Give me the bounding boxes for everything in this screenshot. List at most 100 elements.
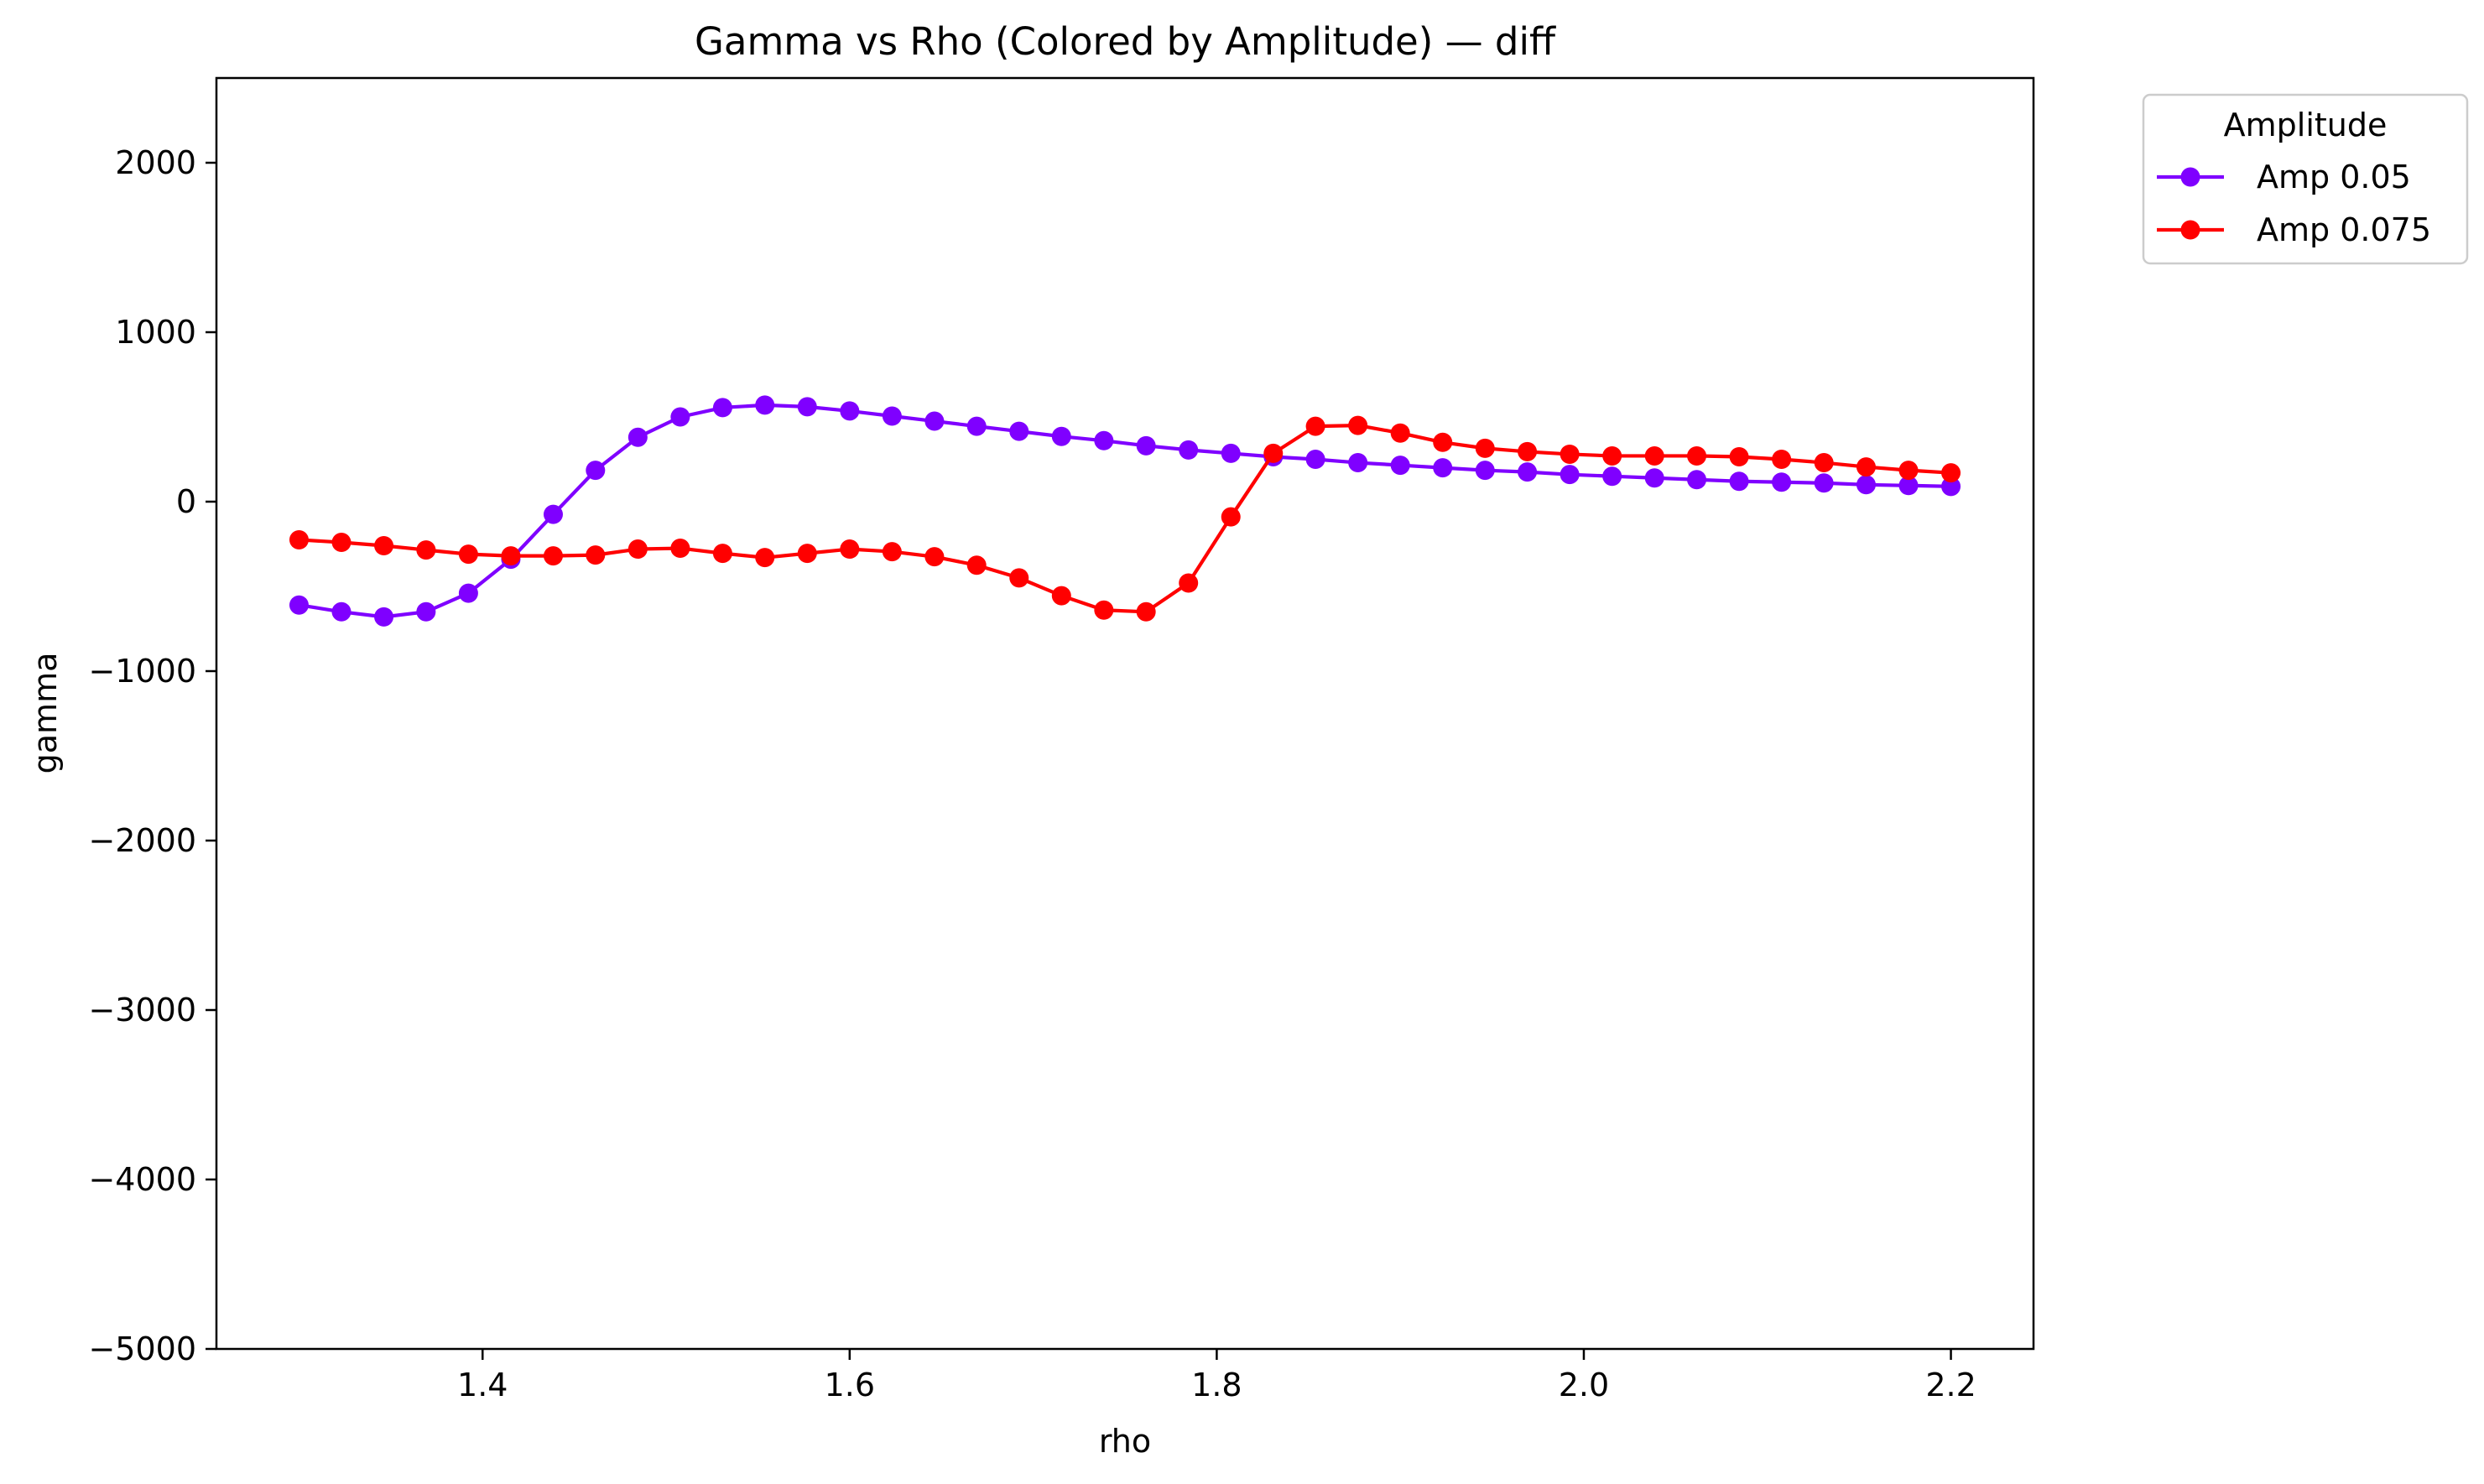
legend: Amplitude Amp 0.05 Amp 0.075 [2142,93,2469,265]
data-point [374,536,394,556]
legend-box [2142,93,2469,265]
y-tick-label: −4000 [88,1161,196,1198]
data-point [1602,445,1622,466]
data-point [1560,465,1580,485]
data-point [1221,507,1241,527]
data-point [966,555,987,575]
data-point [1898,476,1919,496]
data-point [1644,468,1664,488]
data-point [1560,444,1580,464]
data-point [712,544,732,564]
data-point [543,546,563,566]
data-point [670,407,690,427]
data-point [416,540,436,560]
y-tick-label: 1000 [115,314,196,351]
data-point [1433,458,1453,478]
data-point [1433,432,1453,452]
data-point [924,547,945,567]
data-point [289,595,309,615]
data-point [1009,421,1029,441]
data-point [1518,441,1538,461]
y-tick-label: −1000 [88,653,196,690]
data-point [1179,573,1199,593]
data-point [1263,443,1284,463]
data-point [1348,453,1368,473]
legend-label: Amp 0.075 [2257,211,2431,248]
data-point [1772,450,1792,469]
legend-marker [2180,220,2200,240]
data-point [543,504,563,524]
data-point [628,427,648,447]
data-point [1051,426,1071,446]
series-line [299,403,1951,619]
y-tick-label: 0 [176,483,196,520]
legend-label: Amp 0.05 [2257,159,2411,195]
x-axis: 1.4 1.6 1.8 2.0 2.2 [457,1349,1976,1403]
data-point [966,416,987,436]
data-point [458,583,478,603]
data-point [416,601,436,622]
data-point [289,529,309,549]
data-point [797,544,817,564]
data-point [331,532,352,552]
data-point [1305,416,1325,436]
series-amp-0-05 [289,395,1961,627]
legend-title: Amplitude [2224,107,2388,143]
data-point [1518,462,1538,482]
data-point [1094,430,1114,450]
axes-frame [215,76,2035,1351]
data-point [1009,568,1029,588]
data-point [1729,446,1749,466]
data-point [1941,476,1961,497]
data-point [1348,415,1368,435]
data-point [755,548,775,568]
data-point [670,539,690,559]
data-point [1390,423,1410,443]
data-point [458,544,478,565]
data-point [1475,438,1495,458]
data-point [1687,445,1707,466]
data-point [1898,461,1919,481]
data-point [331,601,352,622]
chart-title: Gamma vs Rho (Colored by Amplitude) — di… [695,19,1556,64]
data-point [1814,473,1834,493]
data-point [797,397,817,417]
data-point [924,411,945,431]
data-point [882,542,902,562]
data-point [755,395,775,415]
data-point [586,461,606,481]
plot-area [289,395,1961,627]
x-axis-label: rho [1099,1423,1151,1460]
data-point [1136,435,1156,456]
legend-entry: Amp 0.075 [2157,211,2431,248]
legend-entries: Amp 0.05 Amp 0.075 [2157,159,2431,248]
data-point [1094,600,1114,620]
legend-entry: Amp 0.05 [2157,159,2411,195]
data-point [1729,471,1749,492]
y-tick-label: −2000 [88,822,196,859]
data-point [1941,463,1961,483]
data-point [586,545,606,565]
y-tick-label: −5000 [88,1330,196,1367]
data-point [712,398,732,418]
data-point [1179,440,1199,460]
x-tick-label: 1.4 [457,1367,508,1403]
data-point [1772,472,1792,492]
data-point [374,607,394,627]
data-point [501,546,521,566]
series-line [299,424,1951,614]
data-point [1051,586,1071,606]
data-point [840,401,860,421]
data-point [628,539,648,560]
data-point [1602,466,1622,487]
data-point [1221,443,1241,463]
x-tick-label: 1.6 [825,1367,875,1403]
legend-marker [2180,167,2200,187]
y-axis: −5000 −4000 −3000 −2000 −1000 0 1000 2000 [88,144,216,1367]
x-tick-label: 2.2 [1925,1367,1976,1403]
data-point [1814,453,1834,473]
data-point [1136,601,1156,622]
data-point [1475,461,1495,481]
